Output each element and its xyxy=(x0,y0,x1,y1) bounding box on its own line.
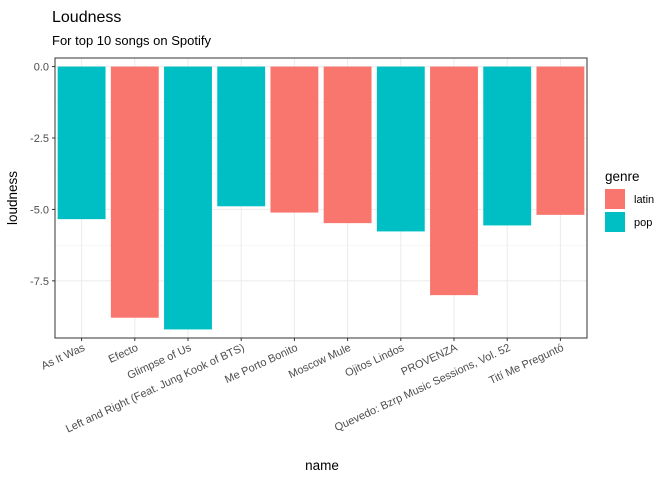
chart-subtitle: For top 10 songs on Spotify xyxy=(52,33,211,48)
legend-key-pop xyxy=(605,212,625,232)
bar-latin xyxy=(430,66,478,296)
panel-border xyxy=(54,57,588,339)
x-tick-label: As It Was xyxy=(40,342,88,373)
x-axis-title: name xyxy=(305,458,339,473)
legend-label-pop: pop xyxy=(634,217,652,229)
bar-latin xyxy=(270,66,319,213)
y-axis-title: loudness xyxy=(5,171,20,225)
y-tick-label: -2.5 xyxy=(30,133,49,145)
bar-pop xyxy=(217,66,266,207)
legend-key-latin xyxy=(605,189,625,209)
bar-latin xyxy=(323,66,372,224)
chart-title: Loudness xyxy=(52,9,121,26)
bar-latin xyxy=(536,66,585,215)
bar-pop xyxy=(376,66,425,232)
y-tick-label: -5.0 xyxy=(30,204,49,216)
x-tick-label: Left and Right (Feat. Jung Kook of BTS) xyxy=(64,342,246,436)
bar-pop xyxy=(57,66,106,220)
y-tick-label: 0.0 xyxy=(34,62,49,74)
bar-pop xyxy=(164,66,212,330)
legend: genre latin pop xyxy=(605,169,654,232)
y-tick-label: -7.5 xyxy=(30,276,49,288)
bar-pop xyxy=(483,66,532,226)
legend-label-latin: latin xyxy=(634,194,654,206)
bar-latin xyxy=(110,66,159,318)
x-tick-label: Efecto xyxy=(107,342,140,366)
x-tick-label: Ojitos Lindos xyxy=(343,342,406,380)
legend-title: genre xyxy=(605,169,640,184)
